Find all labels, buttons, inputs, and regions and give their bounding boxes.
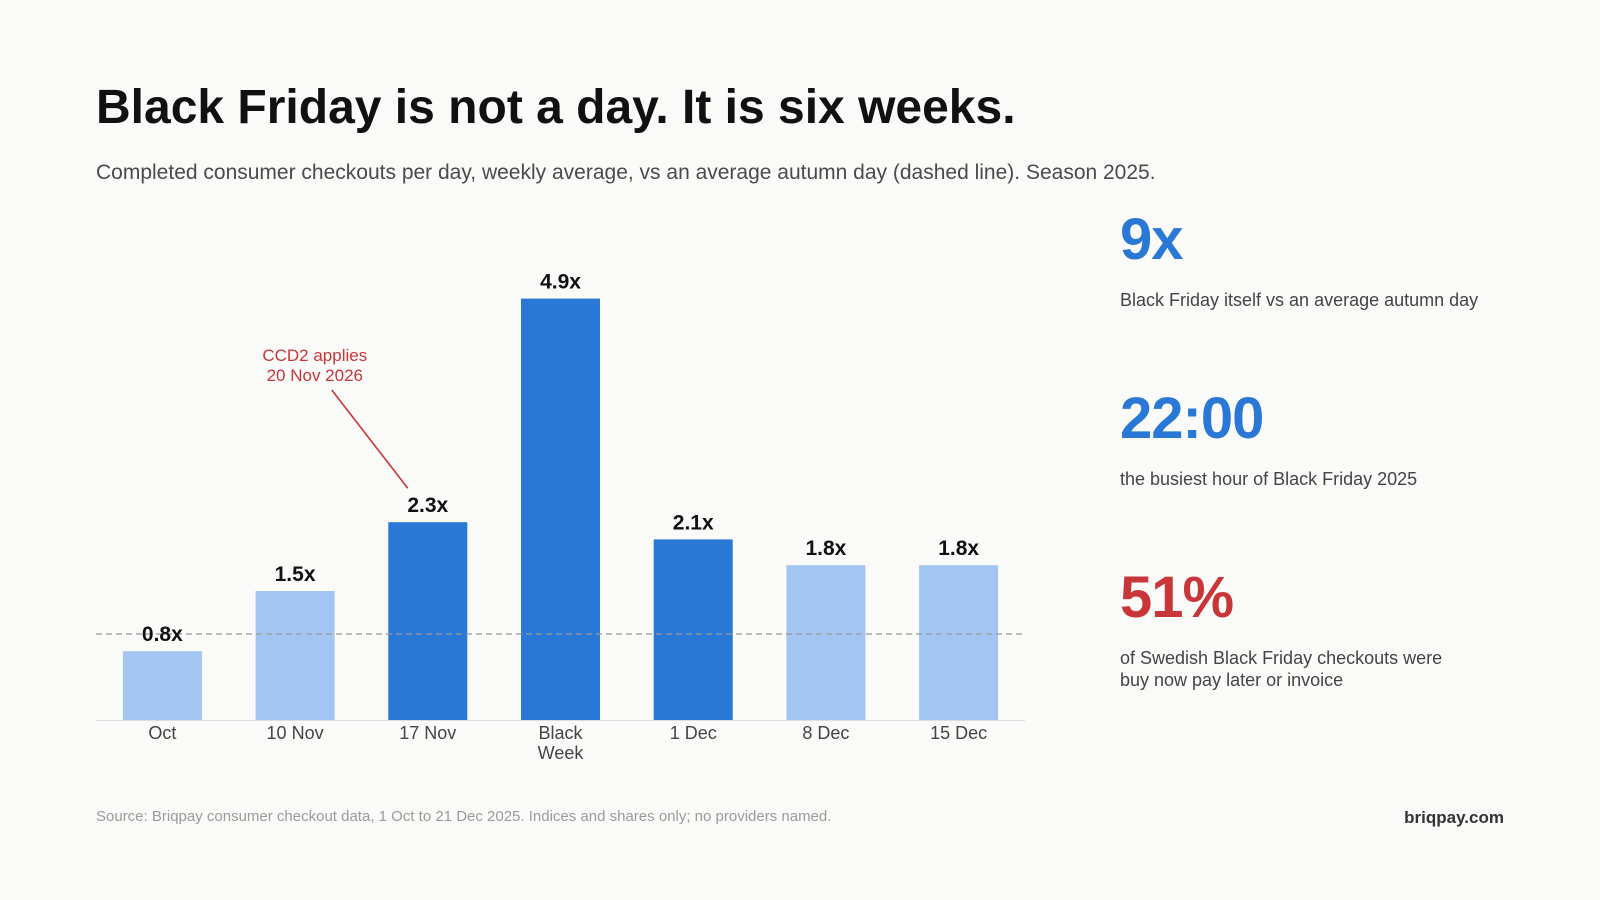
bar-oct <box>122 651 202 720</box>
stat-description-line: the busiest hour of Black Friday 2025 <box>1120 469 1418 489</box>
x-tick-label: Oct <box>148 723 176 743</box>
stat-black-friday: 9x Black Friday itself vs an average aut… <box>1120 211 1540 311</box>
data-label: 1.5x <box>275 563 316 586</box>
stat-value: 22:00 <box>1120 386 1264 451</box>
stat-description: Black Friday itself vs an average autumn… <box>1120 289 1540 311</box>
x-tick-label: 17 Nov <box>399 723 456 743</box>
annotation-leader-line <box>331 389 409 489</box>
bar-8-dec <box>786 565 866 720</box>
chart-title: Black Friday is not a day. It is six wee… <box>96 81 1016 134</box>
x-tick-label: 1 Dec <box>670 723 717 743</box>
bar-black-week <box>521 298 600 720</box>
stat-description: of Swedish Black Friday checkouts were b… <box>1120 647 1540 691</box>
stat-description-line: buy now pay later or invoice <box>1120 670 1344 690</box>
bar-17-nov <box>388 522 468 720</box>
bar-15-dec <box>919 565 999 720</box>
data-label: 0.8x <box>142 623 183 646</box>
bar-10-nov <box>255 591 335 720</box>
data-label: 2.1x <box>673 511 714 534</box>
annotation-label: CCD2 applies 20 Nov 2026 <box>262 346 367 385</box>
bar-chart: 0.8x 1.5x 2.3x 4.9x 2.1x 1.8x 1.8x Oct 10 Nov 17 … <box>96 271 1025 763</box>
data-label: 1.8x <box>938 537 979 560</box>
stat-value: 51% <box>1120 565 1234 630</box>
stat-value: 9x <box>1120 207 1184 272</box>
data-label: 2.3x <box>407 494 448 517</box>
stat-description-line: Black Friday itself vs an average autumn… <box>1120 290 1479 310</box>
stat-description-line: of Swedish Black Friday checkouts were <box>1120 648 1443 668</box>
source-note: Source: Briqpay consumer checkout data, … <box>96 808 832 825</box>
x-tick-label: 8 Dec <box>802 723 849 743</box>
stat-description: the busiest hour of Black Friday 2025 <box>1120 468 1540 490</box>
brand-link[interactable]: briqpay.com <box>1404 808 1504 827</box>
stat-bnpl-share: 51% of Swedish Black Friday checkouts we… <box>1120 569 1540 691</box>
x-tick-label: 10 Nov <box>267 723 324 743</box>
x-tick-label: 15 Dec <box>930 723 987 743</box>
data-label: 1.8x <box>805 537 846 560</box>
stat-busiest-hour: 22:00 the busiest hour of Black Friday 2… <box>1120 390 1540 490</box>
chart-subtitle: Completed consumer checkouts per day, we… <box>96 161 1156 184</box>
x-tick-label: Black Week <box>538 723 585 763</box>
data-label: 4.9x <box>540 271 581 294</box>
bar-1-dec <box>653 539 733 720</box>
